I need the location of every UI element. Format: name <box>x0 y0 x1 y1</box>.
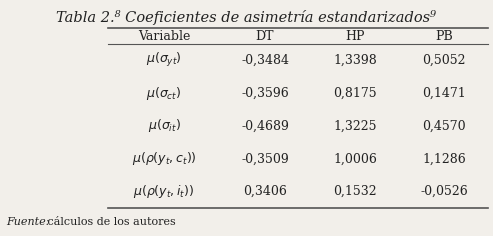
Text: -0,3509: -0,3509 <box>241 152 289 165</box>
Text: cálculos de los autores: cálculos de los autores <box>44 217 176 227</box>
Text: $\mu(\sigma_{it})$: $\mu(\sigma_{it})$ <box>147 118 180 135</box>
Text: Tabla 2.⁸ Coeficientes de asimetría estandarizados⁹: Tabla 2.⁸ Coeficientes de asimetría esta… <box>57 10 436 25</box>
Text: Fuente:: Fuente: <box>6 217 49 227</box>
Text: 0,1532: 0,1532 <box>333 185 377 198</box>
Text: Variable: Variable <box>138 30 190 42</box>
Text: DT: DT <box>256 30 274 42</box>
Text: $\mu(\rho(y_t,c_t))$: $\mu(\rho(y_t,c_t))$ <box>132 150 196 167</box>
Text: 0,5052: 0,5052 <box>422 54 466 67</box>
Text: $\mu(\sigma_{ct})$: $\mu(\sigma_{ct})$ <box>146 85 181 102</box>
Text: $\mu(\rho(y_t,i_t))$: $\mu(\rho(y_t,i_t))$ <box>133 183 195 200</box>
Text: 1,3398: 1,3398 <box>333 54 377 67</box>
Text: -0,0526: -0,0526 <box>420 185 468 198</box>
Text: 1,3225: 1,3225 <box>333 119 377 132</box>
Text: 1,0006: 1,0006 <box>333 152 377 165</box>
Text: 0,3406: 0,3406 <box>243 185 287 198</box>
Text: -0,3596: -0,3596 <box>241 87 289 100</box>
Text: 0,4570: 0,4570 <box>422 119 466 132</box>
Text: -0,4689: -0,4689 <box>241 119 289 132</box>
Text: PB: PB <box>435 30 453 42</box>
Text: 1,1286: 1,1286 <box>422 152 466 165</box>
Text: -0,3484: -0,3484 <box>241 54 289 67</box>
Text: HP: HP <box>345 30 365 42</box>
Text: $\mu(\sigma_{yt})$: $\mu(\sigma_{yt})$ <box>146 51 182 69</box>
Text: 0,8175: 0,8175 <box>333 87 377 100</box>
Text: 0,1471: 0,1471 <box>422 87 466 100</box>
